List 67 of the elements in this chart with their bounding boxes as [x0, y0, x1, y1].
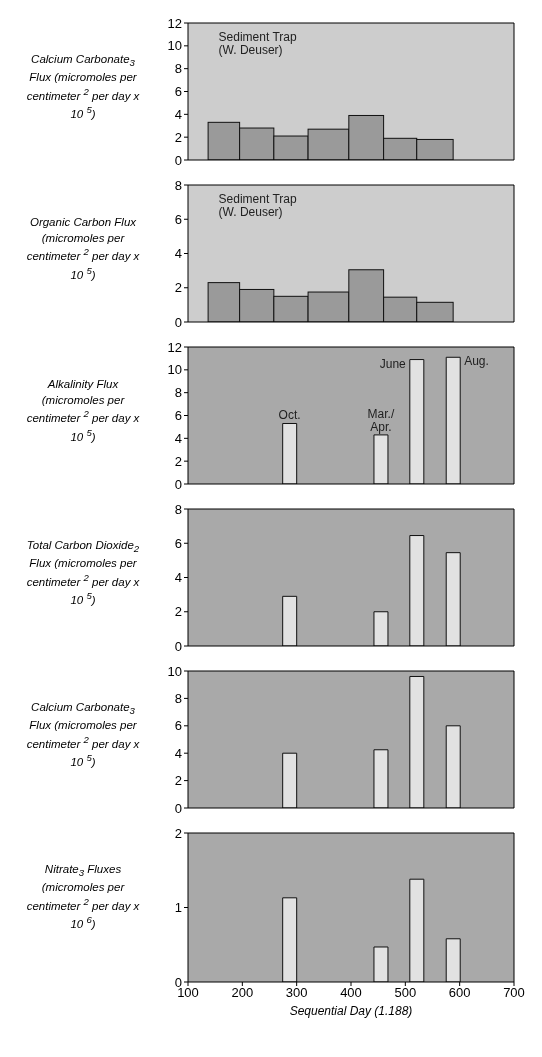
- x-tick-label: 600: [448, 985, 471, 1001]
- annotation: Oct.: [278, 408, 301, 423]
- y-tick-label: 10: [167, 362, 182, 378]
- annotation: Sediment Trap (W. Deuser): [218, 192, 297, 219]
- y-tick-label: 8: [174, 501, 182, 517]
- text: Calcium Carbonate$_{3}$ Flux (micromoles per centimeter $^{2}$ per day x 10 $^{5}$): [26, 52, 140, 120]
- bar: [373, 611, 389, 646]
- y-tick-label: 8: [174, 691, 182, 707]
- y-tick-label: 4: [174, 246, 182, 262]
- y-tick-label: 0: [174, 314, 182, 330]
- y-tick-label: 2: [174, 129, 182, 145]
- bar: [282, 897, 298, 982]
- bar: [409, 878, 425, 982]
- bar: [445, 356, 461, 484]
- y-tick-label: 4: [174, 106, 182, 122]
- y-tick-label: 4: [174, 430, 182, 446]
- bar: [282, 752, 298, 808]
- y-tick-label: 10: [167, 38, 182, 54]
- x-tick-label: 400: [340, 985, 362, 1001]
- bar: [445, 938, 461, 982]
- y-tick-label: 4: [174, 745, 182, 761]
- annotation: Aug.: [464, 354, 489, 369]
- y-axis-title: Alkalinity Flux (micromoles per centimeter $^{2}$ per day x 10 $^{5}$): [25, 377, 141, 445]
- x-tick-label: 200: [231, 985, 254, 1001]
- y-tick-label: 8: [174, 177, 182, 193]
- bar: [373, 946, 389, 982]
- y-tick-label: 0: [174, 800, 182, 816]
- y-tick-label: 6: [174, 408, 182, 424]
- text: Nitrate$_{3}$ Fluxes (micromoles per centimeter $^{2}$ per day x 10 $^{6}$): [26, 862, 140, 930]
- bar: [445, 552, 461, 646]
- bar: [409, 359, 425, 484]
- bar: [282, 595, 298, 646]
- y-tick-label: 8: [174, 61, 182, 77]
- y-tick-label: 6: [174, 84, 182, 100]
- bar: [409, 675, 425, 808]
- y-tick-label: 0: [174, 476, 182, 492]
- y-tick-label: 12: [167, 15, 182, 31]
- x-tick-label: 500: [394, 985, 417, 1001]
- y-tick-label: 6: [174, 535, 182, 551]
- y-tick-label: 2: [174, 280, 182, 296]
- annotation: Sediment Trap (W. Deuser): [218, 30, 297, 57]
- y-tick-label: 1: [174, 900, 182, 916]
- y-tick-label: 2: [174, 604, 182, 620]
- bar: [409, 535, 425, 646]
- text: Total Carbon Dioxide$_{2}$ Flux (micromoles per centimeter $^{2}$ per day x 10 $^{5}$): [26, 538, 140, 606]
- y-tick-label: 6: [174, 211, 182, 227]
- annotation: June: [379, 356, 407, 371]
- bar: [445, 725, 461, 808]
- y-tick-label: 4: [174, 570, 182, 586]
- bar: [282, 422, 298, 484]
- y-tick-label: 2: [174, 825, 182, 841]
- annotation: Mar./ Apr.: [367, 407, 395, 434]
- x-tick-label: 700: [503, 985, 525, 1001]
- y-tick-label: 10: [167, 663, 182, 679]
- y-tick-label: 8: [174, 385, 182, 401]
- bar: [373, 434, 389, 484]
- y-tick-label: 2: [174, 453, 182, 469]
- y-tick-label: 0: [174, 152, 182, 168]
- y-tick-label: 6: [174, 718, 182, 734]
- y-tick-label: 12: [167, 339, 182, 355]
- y-tick-label: 0: [174, 638, 182, 654]
- y-axis-title: Organic Carbon Flux (micromoles per centimeter $^{2}$ per day x 10 $^{5}$): [25, 215, 141, 283]
- bar: [373, 749, 389, 808]
- x-tick-label: 300: [285, 985, 308, 1001]
- x-axis-title: Sequential Day (1.188): [289, 1003, 413, 1018]
- y-tick-label: 2: [174, 773, 182, 789]
- text: Calcium Carbonate$_{3}$ Flux (micromoles per centimeter $^{2}$ per day x 10 $^{5}$): [26, 700, 140, 768]
